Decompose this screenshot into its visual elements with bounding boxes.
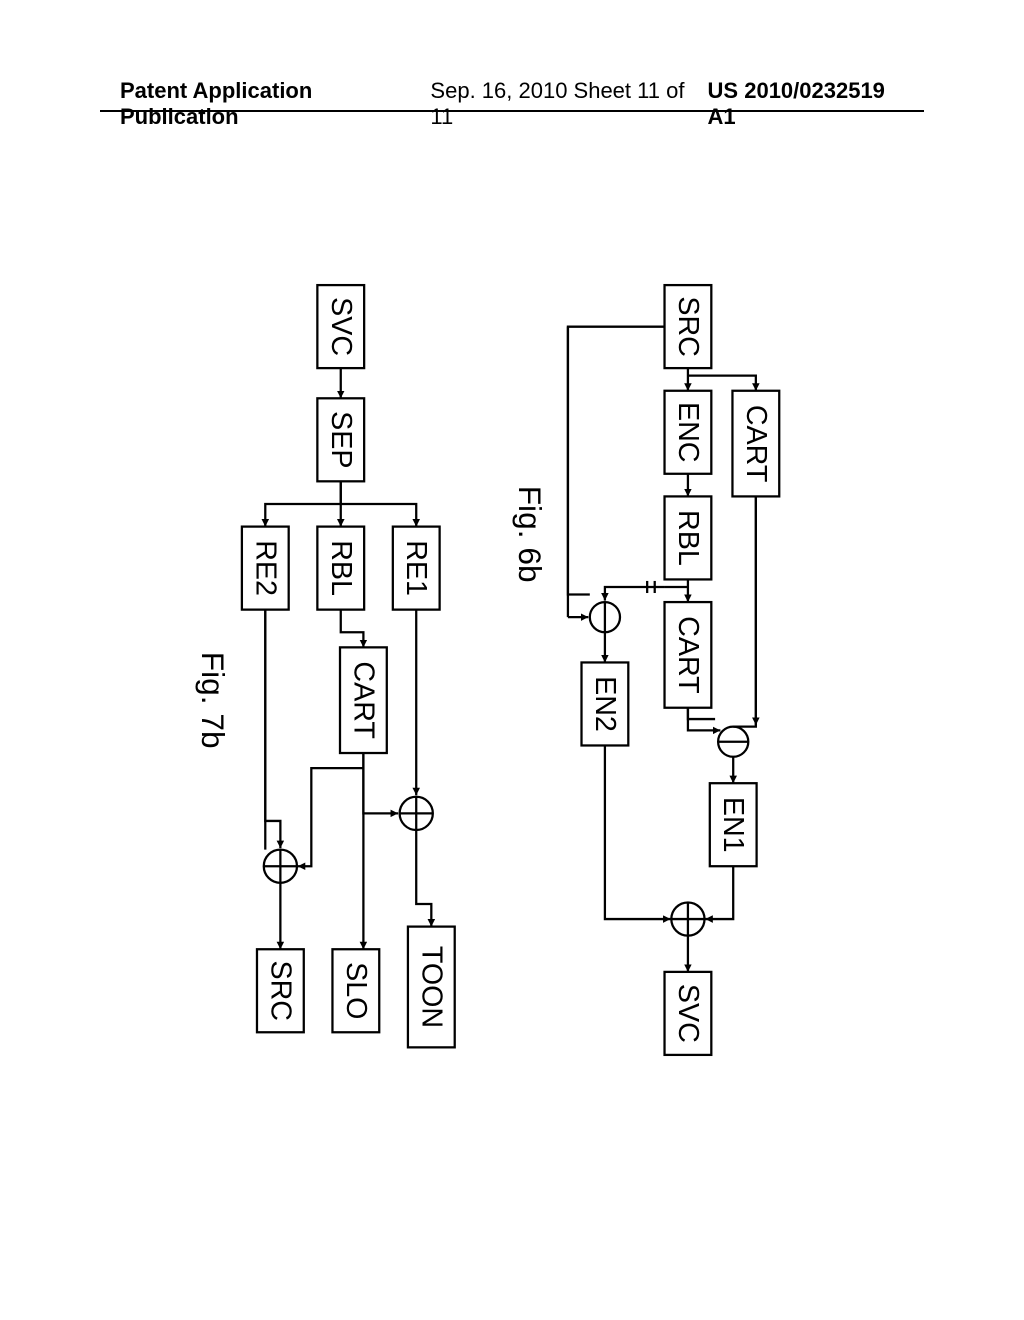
label-cart-mid: CART <box>672 616 704 694</box>
label-enc: ENC <box>672 402 704 463</box>
label-src-7b: SRC <box>264 960 296 1021</box>
label-re1: RE1 <box>400 540 432 596</box>
label-rbl-7b: RBL <box>325 540 357 596</box>
label-src: SRC <box>672 296 704 357</box>
diagram-svg: SRC CART ENC RBL CART EN1 EN2 <box>0 270 1024 1070</box>
label-svc: SVC <box>672 984 704 1043</box>
label-cart-7b: CART <box>347 661 379 739</box>
header-mid: Sep. 16, 2010 Sheet 11 of 11 <box>430 78 707 130</box>
label-cart-top: CART <box>740 405 772 483</box>
label-rbl: RBL <box>672 510 704 566</box>
header-right: US 2010/0232519 A1 <box>708 78 914 130</box>
label-re2: RE2 <box>249 540 281 596</box>
fig-7b: SVC SEP RE1 RBL RE2 CART TOON <box>195 285 455 1047</box>
fig-6b: SRC CART ENC RBL CART EN1 EN2 <box>582 285 780 1055</box>
label-sep: SEP <box>325 411 357 468</box>
fig6b-caption: Fig. 6b <box>512 486 548 583</box>
page: Patent Application Publication Sep. 16, … <box>0 0 1024 1320</box>
label-en2: EN2 <box>589 676 621 732</box>
label-toon: TOON <box>415 946 447 1028</box>
label-slo: SLO <box>340 962 372 1019</box>
header-rule <box>100 110 924 112</box>
label-en1: EN1 <box>717 797 749 853</box>
w-cartmid-sub <box>688 708 715 719</box>
label-svc-7b: SVC <box>325 297 357 356</box>
page-header: Patent Application Publication Sep. 16, … <box>0 78 1024 130</box>
header-left: Patent Application Publication <box>120 78 430 130</box>
w-src-carttop <box>688 376 756 391</box>
w-carttop-sub-a <box>733 496 756 726</box>
diagram-rotated: SRC CART ENC RBL CART EN1 EN2 <box>0 270 1024 1070</box>
fig7b-caption: Fig. 7b <box>195 652 231 749</box>
